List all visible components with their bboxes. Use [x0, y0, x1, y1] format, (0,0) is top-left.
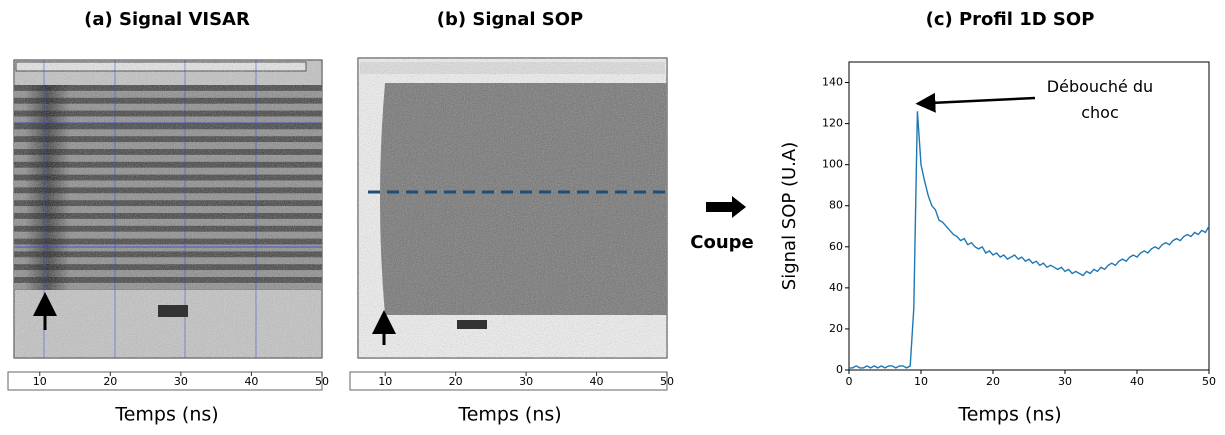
- x-tick-label: 20: [449, 375, 463, 388]
- x-tick-label: 50: [315, 375, 329, 388]
- y-tick-label: 140: [822, 76, 843, 89]
- line: [849, 111, 1210, 369]
- x-tick-label: 50: [1202, 375, 1216, 388]
- y-tick-label: 80: [829, 199, 843, 212]
- y-tick-label: 20: [829, 322, 843, 335]
- plot-frame: [848, 61, 1210, 371]
- annotation-arrow: [915, 92, 1036, 113]
- x-axis-label: Temps (ns): [957, 404, 1061, 426]
- sop-image: [357, 57, 668, 359]
- y-tick-label: 120: [822, 117, 843, 130]
- x-tick-label: 40: [590, 375, 604, 388]
- y-tick-label: 60: [829, 240, 843, 253]
- axis-strip: [349, 371, 668, 391]
- y-axis-label: Signal SOP (U.A): [779, 142, 800, 290]
- x-tick-label: 50: [660, 375, 674, 388]
- chart-title: (c) Profil 1D SOP: [926, 9, 1095, 30]
- x-tick-label: 0: [846, 375, 853, 388]
- x-axis-label: Temps (ns): [457, 404, 561, 426]
- visar-image: [13, 59, 323, 359]
- y-tick-label: 0: [836, 363, 843, 376]
- x-axis-label: Temps (ns): [114, 404, 218, 426]
- y-tick-label: 100: [822, 158, 843, 171]
- x-tick-label: 10: [914, 375, 928, 388]
- x-tick-label: 10: [33, 375, 47, 388]
- annotation: Débouché du choc: [1046, 77, 1154, 122]
- arrow-label: Coupe: [690, 232, 753, 253]
- x-tick-label: 10: [378, 375, 392, 388]
- chart-title: (b) Signal SOP: [437, 9, 583, 30]
- cut-arrow: [706, 196, 746, 218]
- x-tick-label: 40: [1130, 375, 1144, 388]
- x-tick-label: 30: [1058, 375, 1072, 388]
- axis-strip: [7, 371, 323, 391]
- y-tick-label: 40: [829, 281, 843, 294]
- x-tick-label: 40: [244, 375, 258, 388]
- x-tick-label: 30: [519, 375, 533, 388]
- x-tick-label: 30: [174, 375, 188, 388]
- chart-title: (a) Signal VISAR: [84, 9, 250, 30]
- x-tick-label: 20: [103, 375, 117, 388]
- x-tick-label: 20: [986, 375, 1000, 388]
